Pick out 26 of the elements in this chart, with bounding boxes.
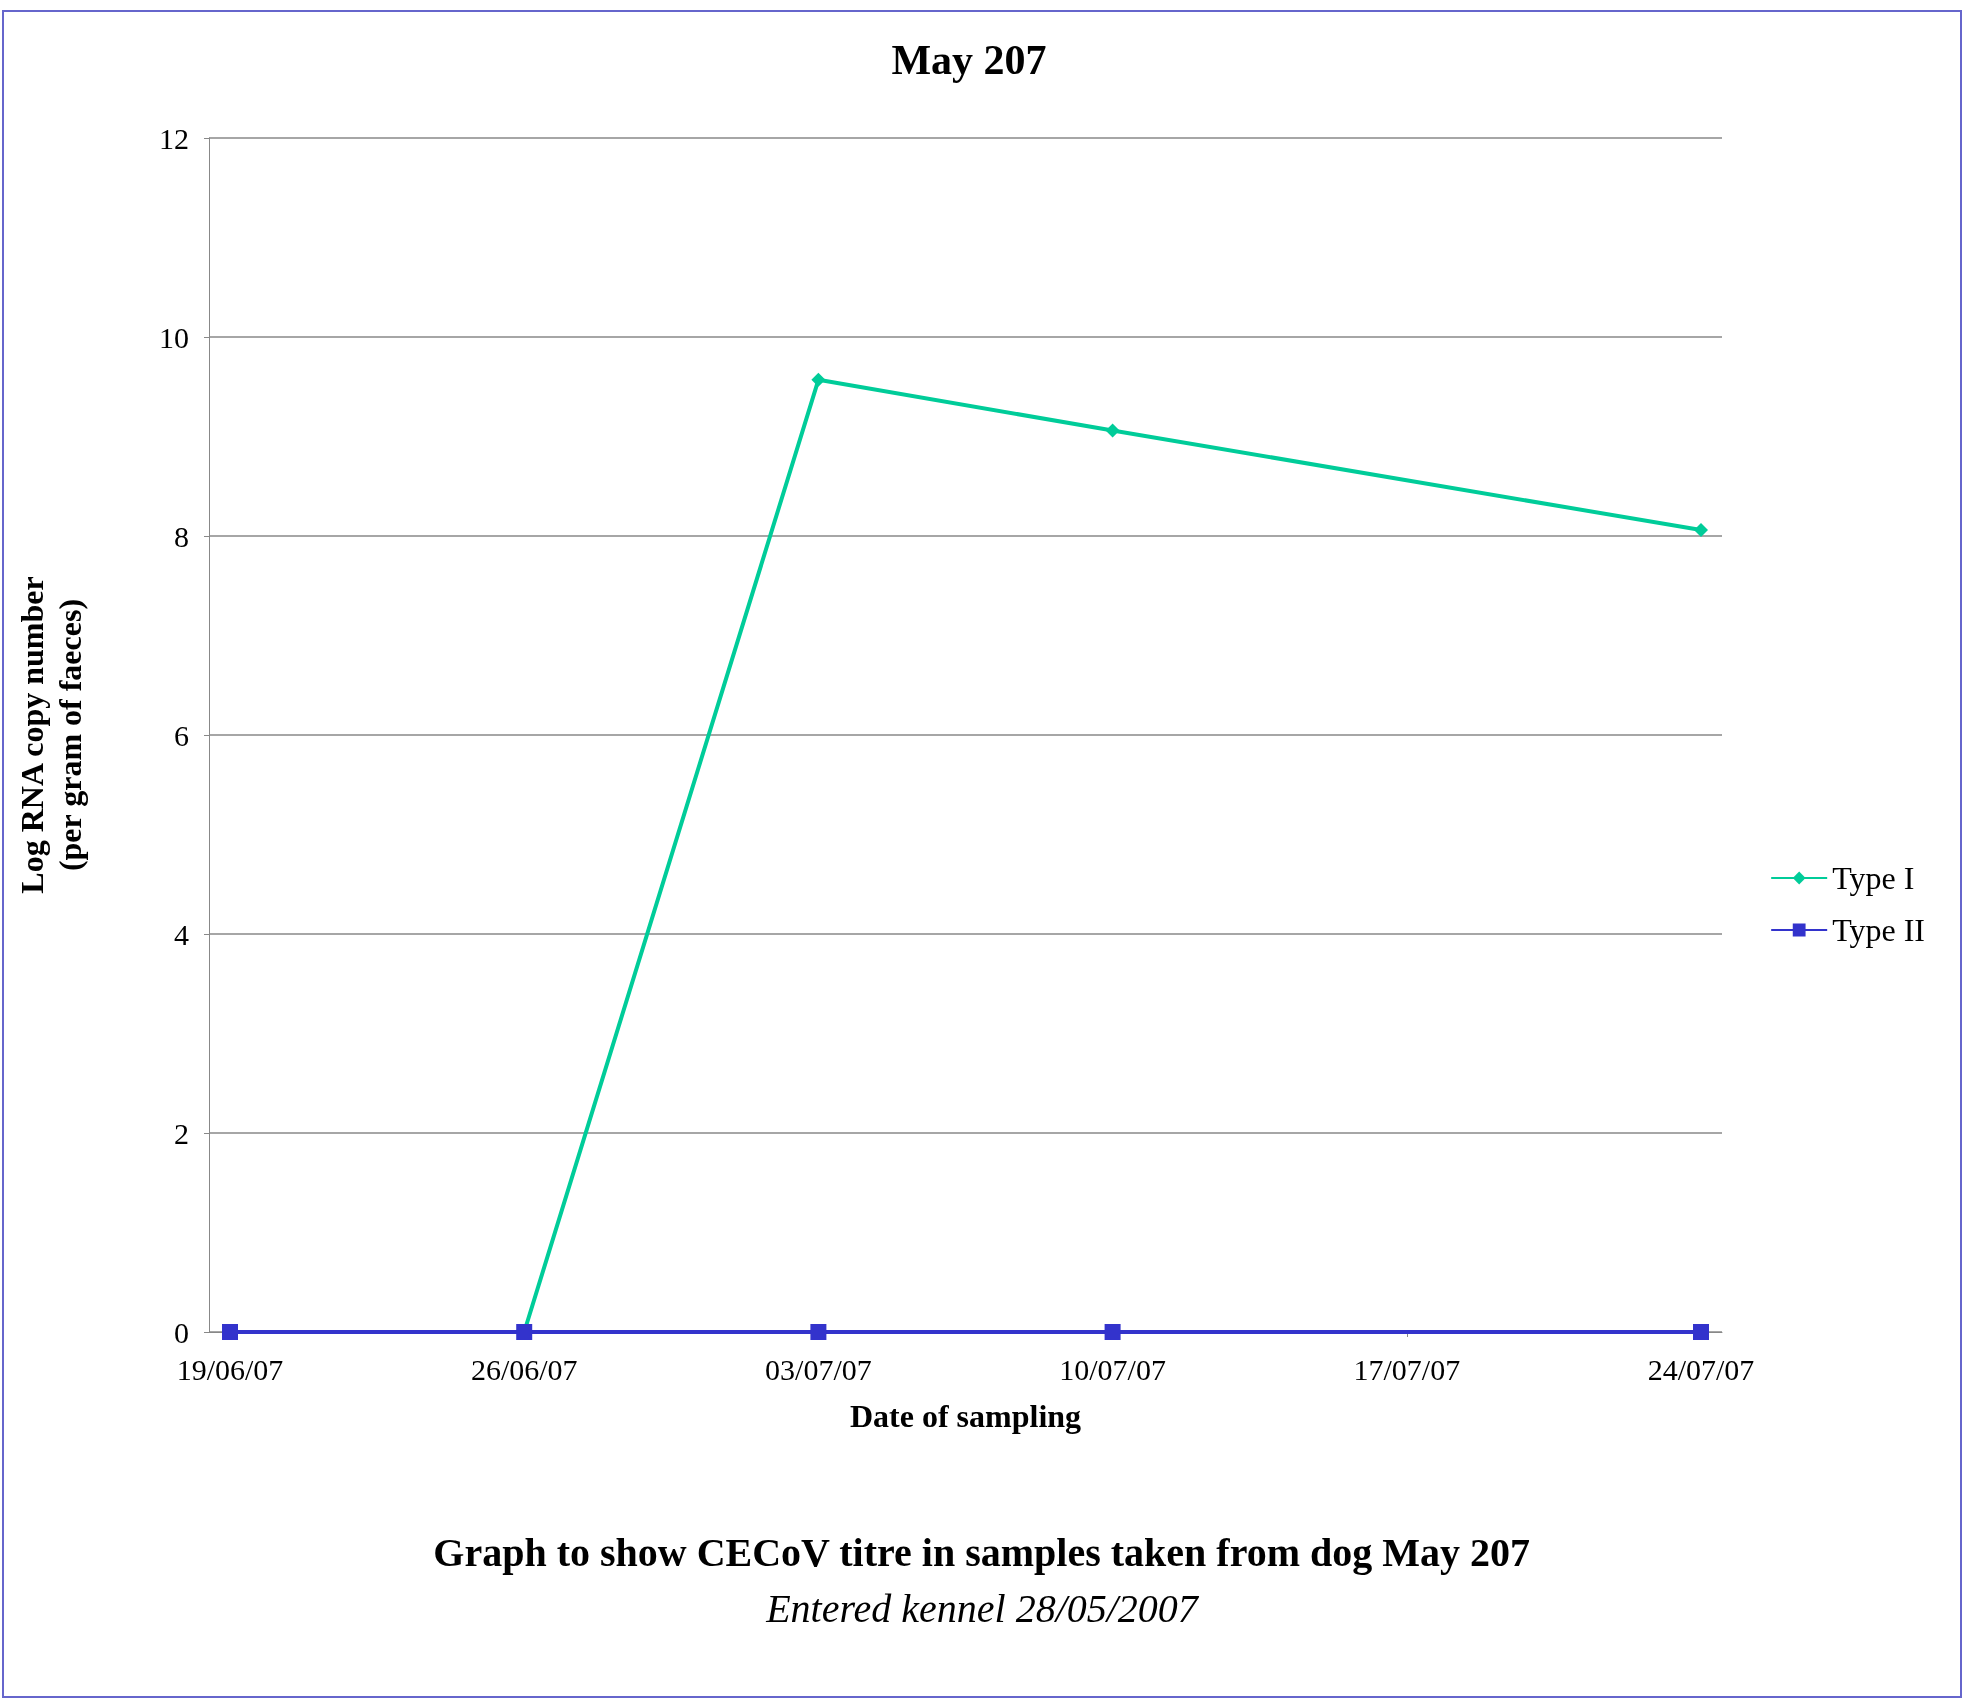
y-tick-label: 4 — [174, 917, 189, 951]
x-axis-title: Date of sampling — [849, 1398, 1082, 1434]
x-tick-label: 10/07/07 — [1059, 1352, 1166, 1386]
y-axis-title: Log RNA copy number (per gram of faeces) — [14, 576, 88, 894]
y-tick-label: 2 — [174, 1116, 189, 1150]
point — [810, 1324, 827, 1340]
point — [1104, 1324, 1121, 1340]
x-tick-label: 19/06/07 — [176, 1352, 284, 1386]
x-tick-label: 24/07/07 — [1647, 1352, 1755, 1386]
legend-label: Type I — [1832, 860, 1915, 896]
point — [1692, 1324, 1709, 1340]
x-tick-label: 26/06/07 — [470, 1352, 578, 1386]
y-tick-label: 8 — [174, 519, 189, 553]
x-tick-label: 03/07/07 — [765, 1352, 872, 1386]
text: Graph to show CECoV titre in samples taken from dog May 207 — [433, 1529, 1530, 1575]
x-tick-label: 17/07/07 — [1353, 1352, 1461, 1386]
point — [1105, 423, 1120, 438]
y-tick-label: 12 — [159, 121, 189, 155]
y-tick-label: 0 — [174, 1315, 189, 1349]
legend-label: Type II — [1832, 912, 1925, 948]
point — [811, 372, 826, 387]
text: Entered kennel 28/05/2007 — [765, 1585, 1200, 1631]
y-tick-label: 6 — [174, 718, 189, 752]
point — [1693, 523, 1708, 538]
y-tick-label: 10 — [159, 320, 189, 354]
chart-title: May 207 — [891, 37, 1047, 83]
